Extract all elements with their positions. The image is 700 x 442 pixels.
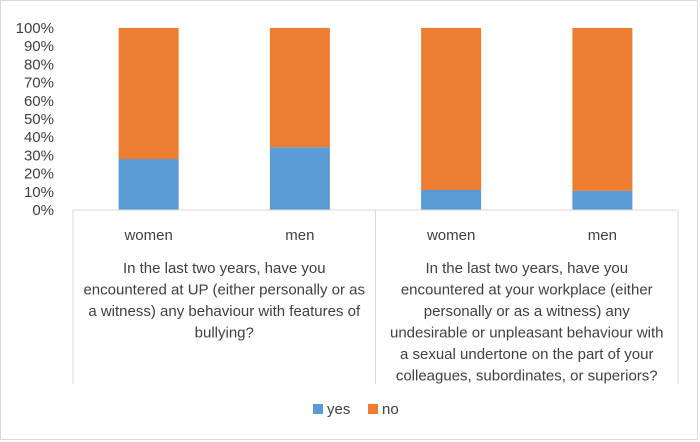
y-tick-label: 10% [24, 184, 54, 201]
x-group-label-line: a sexual undertone on the part of your [400, 346, 654, 363]
x-category-label: men [285, 227, 314, 244]
legend-swatch-yes [313, 404, 323, 414]
x-group-label-line: personally or as a witness) any [424, 303, 630, 320]
bar-segment-yes [421, 189, 482, 210]
x-group-label: In the last two years, have you encounter… [390, 260, 664, 385]
y-axis: 0%10%20% 30%40%50%60%70% 80%90%100% [16, 20, 54, 219]
bar-segment-no [421, 28, 482, 190]
legend-label-yes: yes [327, 401, 350, 418]
y-tick-label: 50% [24, 111, 54, 128]
x-category-label: women [426, 227, 475, 244]
legend-swatch-no [368, 404, 378, 414]
bar-segment-no [269, 28, 330, 148]
y-tick-label: 80% [24, 56, 54, 73]
x-axis: women men women men In the last two years, h… [72, 209, 679, 385]
x-group-label-line: encountered at UP (either personally or … [83, 282, 365, 299]
x-group-label-line: In the last two years, have you [425, 260, 628, 277]
bar-segment-yes [269, 147, 330, 210]
bar-segment-yes [572, 190, 633, 210]
x-group-label: In the last two years, have you encounter… [83, 260, 365, 342]
x-group-label-line: undesirable or unpleasant behaviour with [390, 325, 664, 342]
y-tick-label: 0% [32, 202, 54, 219]
legend: yes no [313, 401, 399, 418]
bar-segment-yes [118, 159, 179, 210]
y-tick-label: 90% [24, 38, 54, 55]
x-group-label-line: bullying? [195, 325, 254, 342]
y-tick-label: 20% [24, 166, 54, 183]
y-tick-label: 30% [24, 147, 54, 164]
y-tick-label: 40% [24, 129, 54, 146]
y-tick-label: 60% [24, 93, 54, 110]
bar-segment-no [118, 28, 179, 160]
x-group-label-line: encountered at your workplace (either [401, 282, 653, 299]
x-group-label-line: a witness) any behaviour with features o… [88, 303, 361, 320]
x-category-label: men [588, 227, 617, 244]
y-tick-label: 70% [24, 75, 54, 92]
x-group-label-line: In the last two years, have you [123, 260, 326, 277]
x-group-label-line: colleagues, subordinates, or superiors? [396, 368, 658, 385]
y-tick-label: 100% [16, 20, 54, 37]
bars [118, 28, 633, 210]
bar-segment-no [572, 28, 633, 191]
legend-label-no: no [382, 401, 399, 418]
x-category-label: women [123, 227, 172, 244]
